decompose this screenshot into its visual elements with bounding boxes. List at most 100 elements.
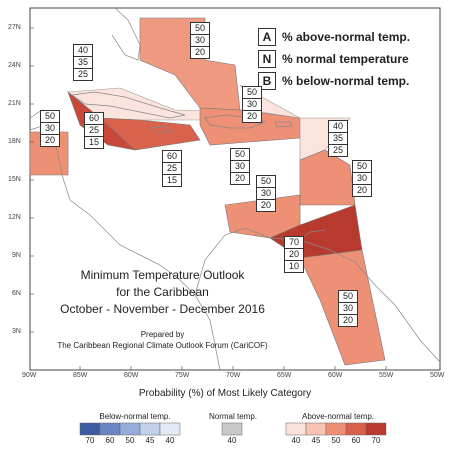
prob-below: 20 xyxy=(260,200,271,210)
key-row-below: B % below-normal temp. xyxy=(258,70,410,92)
prob-below: 20 xyxy=(234,173,245,183)
key-letter-a: A xyxy=(258,28,276,46)
prob-above: 60 xyxy=(163,151,181,163)
prob-normal: 20 xyxy=(285,249,303,261)
cb-below-60: 60 xyxy=(105,436,115,445)
lat-tick-3n: 3N xyxy=(12,328,21,335)
forecast-box-leeward: 40 35 25 xyxy=(328,120,348,157)
prob-normal: 30 xyxy=(339,303,357,315)
prob-below: 20 xyxy=(356,185,367,195)
prob-above: 50 xyxy=(257,176,275,188)
prob-above: 50 xyxy=(243,87,261,99)
map-title-line2: for the Caribbean xyxy=(116,285,209,299)
prepared-by-org: The Caribbean Regional Climate Outlook F… xyxy=(57,341,268,350)
lon-tick-65w: 65W xyxy=(277,372,292,379)
category-key: A % above-normal temp. N % normal temper… xyxy=(258,26,410,92)
prob-above: 70 xyxy=(285,237,303,249)
prob-normal: 25 xyxy=(85,125,103,137)
prob-below: 20 xyxy=(194,47,205,57)
prob-normal: 30 xyxy=(41,123,59,135)
forecast-box-cuba-west: 60 25 15 xyxy=(84,112,104,149)
prob-below: 20 xyxy=(342,315,353,325)
cuba-coast xyxy=(71,91,186,119)
map-title-line3: October - November - December 2016 xyxy=(60,302,265,316)
prob-normal: 30 xyxy=(257,188,275,200)
prob-above: 40 xyxy=(74,45,92,57)
forecast-box-hispaniola: 50 30 20 xyxy=(242,86,262,123)
prob-below: 20 xyxy=(44,135,55,145)
prob-normal: 35 xyxy=(74,57,92,69)
colorbar-below-label: Below-normal temp. xyxy=(99,412,171,421)
cb-below-70: 70 xyxy=(85,436,95,445)
prob-normal: 35 xyxy=(329,133,347,145)
colorbar-above-label: Above-normal temp. xyxy=(301,412,375,421)
lon-tick-80w: 80W xyxy=(124,372,139,379)
lon-tick-50w: 50W xyxy=(430,372,445,379)
prob-below: 25 xyxy=(77,69,88,79)
key-text-below: % below-normal temp. xyxy=(282,74,410,88)
prob-above: 50 xyxy=(41,111,59,123)
puerto-rico-coast xyxy=(274,121,293,128)
lat-tick-15n: 15N xyxy=(8,176,21,183)
forecast-box-abc-islands: 50 30 20 xyxy=(256,175,276,212)
lon-tick-90w: 90W xyxy=(22,372,37,379)
forecast-box-jamaica-south: 60 25 15 xyxy=(162,150,182,187)
prob-normal: 30 xyxy=(353,173,371,185)
prob-above: 50 xyxy=(353,161,371,173)
lon-tick-75w: 75W xyxy=(175,372,190,379)
cb-below-50: 50 xyxy=(125,436,135,445)
hispaniola-coast xyxy=(204,114,267,129)
prob-normal: 25 xyxy=(163,163,181,175)
forecast-box-windward: 50 30 20 xyxy=(352,160,372,197)
lon-tick-55w: 55W xyxy=(379,372,394,379)
cb-above-45: 45 xyxy=(311,436,321,445)
prob-below: 25 xyxy=(332,145,343,155)
forecast-box-trinidad-coast: 70 20 10 xyxy=(284,236,304,273)
lat-tick-9n: 9N xyxy=(12,252,21,259)
cb-above-40: 40 xyxy=(291,436,301,445)
map-title-line1: Minimum Temperature Outlook xyxy=(80,268,245,282)
lat-tick-21n: 21N xyxy=(8,100,21,107)
key-text-normal: % normal temperature xyxy=(282,52,409,66)
graticule xyxy=(30,27,387,370)
key-row-normal: N % normal temperature xyxy=(258,48,410,70)
prob-normal: 30 xyxy=(243,99,261,111)
forecast-box-guianas: 50 30 20 xyxy=(338,290,358,327)
prob-below: 20 xyxy=(246,111,257,121)
zone-jamaica xyxy=(99,117,201,151)
lon-tick-70w: 70W xyxy=(226,372,241,379)
prob-below: 15 xyxy=(166,175,177,185)
lon-tick-85w: 85W xyxy=(73,372,88,379)
cb-above-60: 60 xyxy=(351,436,361,445)
forecast-box-bahamas: 50 30 20 xyxy=(190,22,210,59)
prob-normal: 30 xyxy=(191,35,209,47)
cb-below-45: 45 xyxy=(145,436,155,445)
central-america-coast xyxy=(29,124,221,371)
lat-tick-12n: 12N xyxy=(8,214,21,221)
prob-normal: 30 xyxy=(231,161,249,173)
florida-coast xyxy=(111,7,141,61)
lat-tick-18n: 18N xyxy=(8,138,21,145)
key-letter-b: B xyxy=(258,72,276,90)
cb-above-50: 50 xyxy=(331,436,341,445)
colorbar-normal-label: Normal temp. xyxy=(208,412,257,421)
cb-below-40: 40 xyxy=(165,436,175,445)
prepared-by: Prepared by xyxy=(140,330,185,339)
coastlines xyxy=(29,7,441,371)
lat-tick-27n: 27N xyxy=(8,24,21,31)
cb-normal-40: 40 xyxy=(227,436,237,445)
forecast-box-cuba-east: 40 35 25 xyxy=(73,44,93,81)
south-america-coast xyxy=(194,227,441,363)
key-row-above: A % above-normal temp. xyxy=(258,26,410,48)
prob-above: 50 xyxy=(339,291,357,303)
forecast-box-belize-yucatan: 50 30 20 xyxy=(40,110,60,147)
colorbar-title: Probability (%) of Most Likely Category xyxy=(138,388,312,399)
cb-above-70: 70 xyxy=(371,436,381,445)
key-letter-n: N xyxy=(258,50,276,68)
lat-tick-6n: 6N xyxy=(12,290,21,297)
lon-tick-60w: 60W xyxy=(328,372,343,379)
key-text-above: % above-normal temp. xyxy=(282,30,411,44)
lat-tick-24n: 24N xyxy=(8,62,21,69)
prob-above: 50 xyxy=(191,23,209,35)
prob-below: 10 xyxy=(288,261,299,271)
